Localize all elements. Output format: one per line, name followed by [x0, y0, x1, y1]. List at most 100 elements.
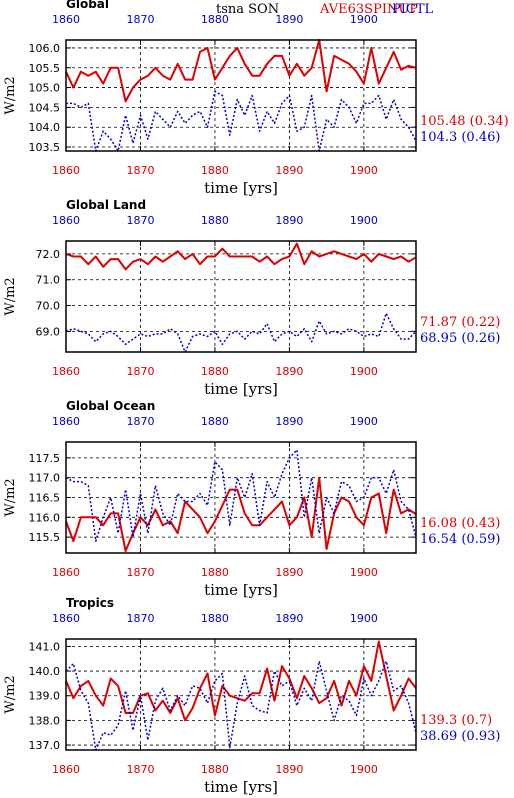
y-axis-label: W/m2 [3, 76, 18, 114]
top-tick-label: 1880 [201, 214, 229, 227]
y-axis-label: W/m2 [3, 675, 18, 713]
series-line-pictl [65, 449, 417, 542]
series-line-pictl [66, 90, 417, 152]
bottom-tick-label: 1860 [52, 164, 80, 177]
y-tick-label: 70.0 [36, 300, 61, 313]
series-line-ave63spinup [65, 242, 417, 271]
y-tick-label: 116.0 [29, 511, 61, 524]
x-axis-label: time [yrs] [204, 581, 278, 599]
bottom-tick-label: 1860 [52, 763, 80, 776]
series-line-pictl [65, 660, 417, 751]
top-tick-label: 1870 [126, 612, 154, 625]
y-tick-label: 116.5 [29, 492, 61, 505]
top-tick-label: 1860 [52, 415, 80, 428]
y-tick-label: 71.0 [36, 274, 61, 287]
y-tick-label: 139.0 [29, 690, 61, 703]
bottom-tick-label: 1900 [350, 365, 378, 378]
bottom-tick-label: 1900 [350, 566, 378, 579]
series-line-ave63spinup [65, 640, 417, 722]
top-tick-label: 1880 [201, 415, 229, 428]
plot-frame [65, 441, 417, 554]
panels-group: Global 1860 1870 1880 1890 1900 1860 1870 1880 18… [3, 0, 509, 796]
run-b-title: PICTL [392, 2, 434, 17]
series-end-label: 105.48 (0.34) [420, 114, 509, 129]
series-line-ave63spinup [65, 476, 417, 552]
bottom-tick-label: 1880 [201, 763, 229, 776]
plot-frame [65, 638, 417, 751]
panel-title: Global Land [66, 198, 146, 212]
y-tick-label: 105.0 [29, 82, 61, 95]
y-tick-label: 103.5 [29, 141, 61, 154]
y-tick-label: 117.0 [29, 472, 61, 485]
bottom-tick-label: 1890 [275, 566, 303, 579]
bottom-tick-label: 1860 [52, 365, 80, 378]
top-tick-label: 1860 [52, 214, 80, 227]
series-end-label: 38.69 (0.93) [420, 729, 500, 744]
x-axis-label: time [yrs] [204, 380, 278, 398]
bottom-tick-label: 1880 [201, 365, 229, 378]
y-tick-label: 106.0 [29, 42, 61, 55]
top-tick-label: 1900 [350, 415, 378, 428]
top-tick-label: 1880 [201, 13, 229, 26]
top-tick-label: 1890 [275, 214, 303, 227]
bottom-tick-label: 1860 [52, 566, 80, 579]
bottom-tick-label: 1870 [126, 763, 154, 776]
y-tick-label: 104.5 [29, 101, 61, 114]
top-tick-label: 1870 [126, 415, 154, 428]
y-tick-label: 115.5 [29, 531, 61, 544]
panel-title: Global Ocean [66, 399, 155, 413]
y-tick-label: 138.0 [29, 714, 61, 727]
series-end-label: 139.3 (0.7) [420, 713, 492, 728]
y-tick-label: 137.0 [29, 739, 61, 752]
top-tick-label: 1890 [275, 612, 303, 625]
bottom-tick-label: 1870 [126, 566, 154, 579]
series-end-label: 71.87 (0.22) [420, 315, 500, 330]
bottom-tick-label: 1880 [201, 164, 229, 177]
bottom-tick-label: 1870 [126, 164, 154, 177]
panel-title: Global [66, 0, 109, 11]
bottom-tick-label: 1890 [275, 763, 303, 776]
bottom-tick-label: 1900 [350, 164, 378, 177]
bottom-tick-label: 1880 [201, 566, 229, 579]
top-tick-label: 1900 [350, 612, 378, 625]
top-tick-label: 1870 [126, 13, 154, 26]
panel-global-ocean: Global Ocean 1860 1870 1880 1890 1900 1860 1870… [3, 399, 500, 599]
series-end-label: 16.08 (0.43) [420, 516, 500, 531]
x-axis-label: time [yrs] [204, 778, 278, 796]
y-tick-label: 72.0 [36, 248, 61, 261]
x-axis-label: time [yrs] [204, 179, 278, 197]
run-a-title: AVE63SPINUP [319, 2, 418, 17]
panel-tropics: Tropics 1860 1870 1880 1890 1900 1860 1870 1880 1… [3, 596, 500, 796]
series-end-label: 68.95 (0.26) [420, 331, 500, 346]
series-end-label: 104.3 (0.46) [420, 130, 500, 145]
y-tick-label: 105.5 [29, 62, 61, 75]
plot-frame [65, 240, 417, 353]
bottom-tick-label: 1900 [350, 763, 378, 776]
plot-frame [65, 39, 417, 152]
variable-title: tsna SON [216, 2, 279, 17]
bottom-tick-label: 1890 [275, 164, 303, 177]
top-tick-label: 1900 [350, 214, 378, 227]
top-tick-label: 1890 [275, 13, 303, 26]
top-tick-label: 1890 [275, 415, 303, 428]
panel-title: Tropics [66, 596, 114, 610]
y-axis-label: W/m2 [3, 277, 18, 315]
top-tick-label: 1870 [126, 214, 154, 227]
y-tick-label: 104.0 [29, 121, 61, 134]
bottom-tick-label: 1890 [275, 365, 303, 378]
bottom-tick-label: 1870 [126, 365, 154, 378]
panel-global: Global 1860 1870 1880 1890 1900 1860 1870 1880 18… [3, 0, 509, 197]
top-tick-label: 1900 [350, 13, 378, 26]
panel-global-land: Global Land 1860 1870 1880 1890 1900 1860 1870 1… [3, 198, 500, 398]
series-line-ave63spinup [65, 39, 417, 103]
top-tick-label: 1860 [52, 612, 80, 625]
top-tick-label: 1880 [201, 612, 229, 625]
series-end-label: 16.54 (0.59) [420, 532, 500, 547]
y-tick-label: 140.0 [29, 665, 61, 678]
top-tick-label: 1860 [52, 13, 80, 26]
y-tick-label: 117.5 [29, 452, 61, 465]
y-tick-label: 141.0 [29, 640, 61, 653]
y-axis-label: W/m2 [3, 478, 18, 516]
y-tick-label: 69.0 [36, 325, 61, 338]
